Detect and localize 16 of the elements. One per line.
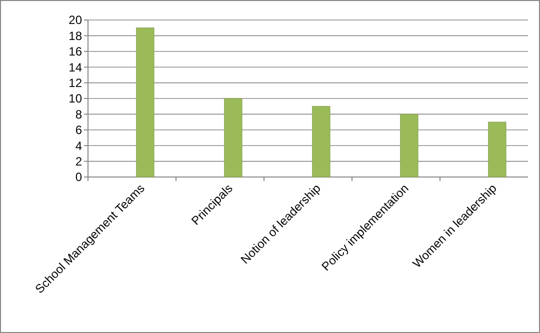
y-tick-label: 10 (68, 92, 82, 106)
bar (488, 122, 506, 178)
y-tick-label: 6 (75, 123, 82, 138)
y-tick-label: 14 (68, 60, 82, 74)
bar (312, 106, 330, 178)
bar (400, 114, 418, 178)
y-tick-label: 8 (75, 107, 82, 122)
y-tick-label: 12 (68, 76, 82, 90)
bar (224, 98, 242, 178)
y-tick-label: 4 (75, 138, 82, 153)
y-tick-label: 2 (75, 154, 82, 168)
y-tick-label: 18 (68, 28, 82, 43)
y-tick-label: 20 (68, 13, 82, 28)
bar (136, 28, 154, 178)
y-tick-label: 0 (75, 170, 82, 184)
y-tick-label: 16 (68, 44, 82, 59)
